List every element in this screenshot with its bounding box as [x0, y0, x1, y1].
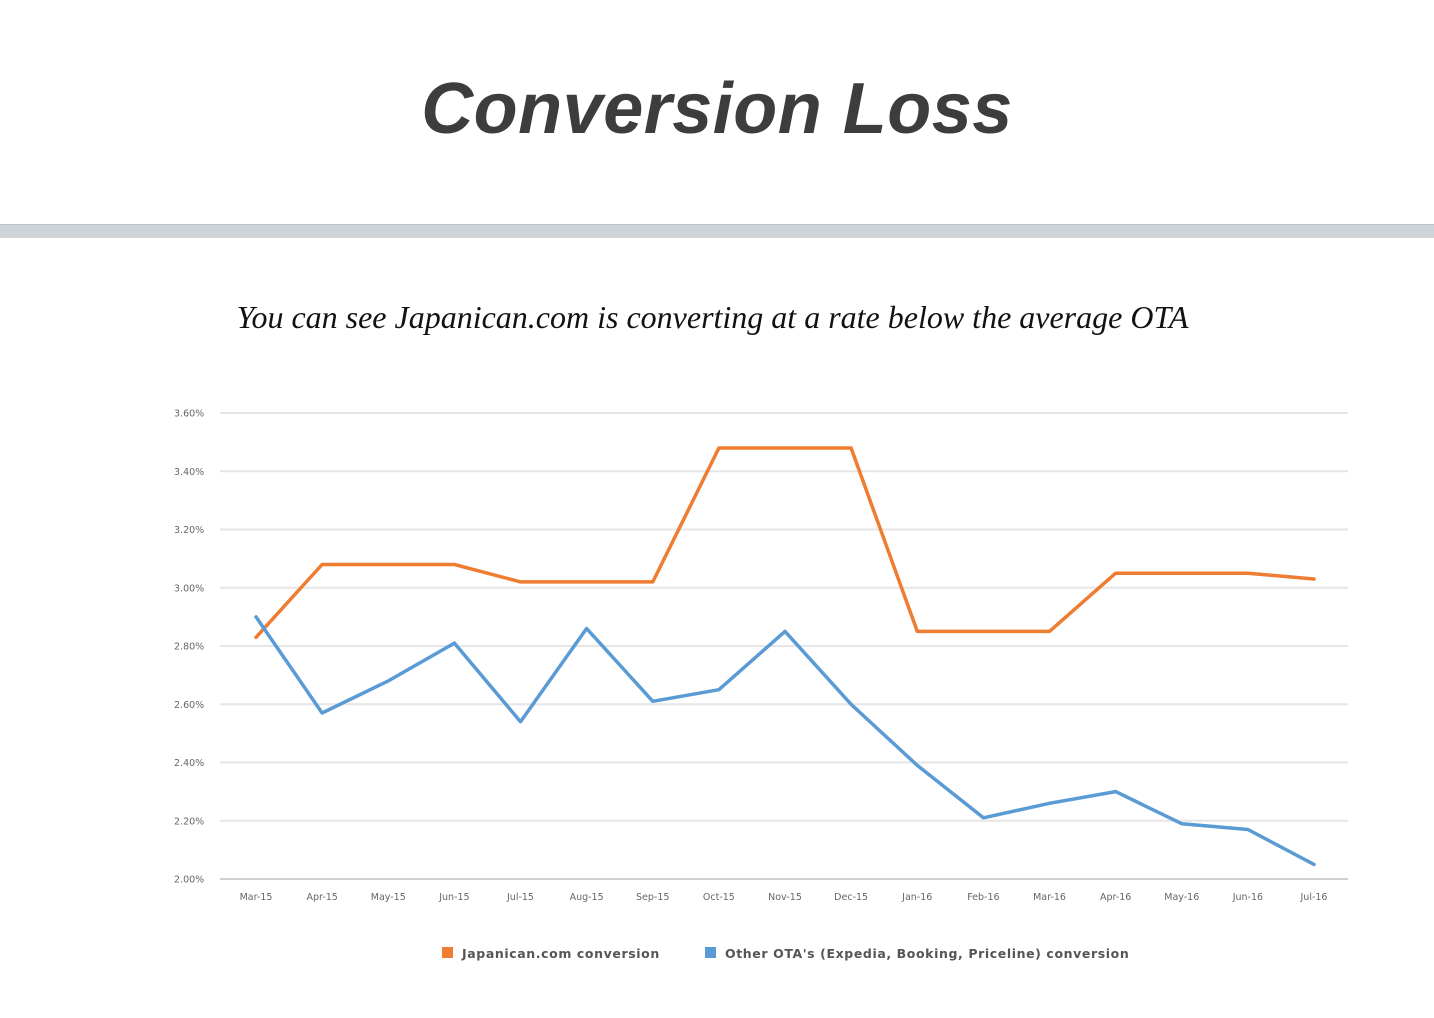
data-point: [254, 615, 258, 619]
y-tick-label: 3.60%: [174, 409, 204, 420]
data-point: [1048, 630, 1051, 633]
data-point: [717, 446, 721, 450]
data-point: [916, 764, 919, 767]
data-point: [519, 580, 522, 584]
series-line-other-ota: [254, 615, 1316, 867]
data-point: [651, 580, 654, 584]
data-point: [916, 630, 919, 633]
data-point: [254, 636, 258, 639]
data-point: [1180, 822, 1183, 825]
x-tick-label: Mar-16: [1033, 892, 1066, 903]
data-point: [1048, 802, 1051, 805]
x-tick-label: Dec-15: [834, 892, 868, 903]
data-point: [320, 711, 324, 715]
x-tick-label: May-15: [371, 892, 406, 903]
data-point: [717, 688, 721, 691]
data-point: [453, 641, 456, 645]
y-tick-label: 3.20%: [174, 525, 204, 536]
data-point: [453, 563, 456, 566]
data-point: [849, 703, 853, 706]
y-tick-label: 2.20%: [174, 816, 204, 827]
x-tick-label: Jan-16: [901, 892, 932, 903]
x-tick-label: Jun-15: [438, 892, 469, 903]
x-tick-label: May-16: [1164, 892, 1199, 903]
slide-title: Conversion Loss: [421, 69, 1013, 149]
x-tick-label: Sep-15: [636, 892, 669, 903]
data-point: [1114, 790, 1117, 793]
series-line-japanican: [254, 446, 1316, 640]
data-point: [783, 446, 787, 450]
legend-label: Japanican.com conversion: [461, 946, 660, 961]
data-point: [1180, 571, 1183, 575]
data-point: [320, 563, 324, 566]
x-tick-label: Nov-15: [768, 892, 802, 903]
grid-lines: [220, 412, 1348, 880]
data-point: [1114, 571, 1117, 575]
data-point: [1246, 571, 1250, 575]
x-tick-label: Apr-15: [306, 892, 337, 903]
data-point: [387, 679, 390, 683]
data-point: [519, 720, 522, 723]
data-point: [585, 627, 588, 630]
x-tick-label: Feb-16: [967, 892, 999, 903]
legend-swatch: [442, 947, 453, 958]
x-tick-label: Aug-15: [570, 892, 604, 903]
slide-subtitle: You can see Japanican.com is converting …: [236, 299, 1189, 335]
data-point: [982, 630, 985, 633]
x-tick-label: Oct-15: [703, 892, 735, 903]
y-tick-label: 2.60%: [174, 700, 204, 711]
y-tick-label: 2.40%: [174, 758, 204, 769]
data-point: [585, 580, 588, 584]
x-axis-tick-labels: Mar-15 Apr-15 May-15 Jun-15 Jul-15 Aug-15 Sep-…: [240, 892, 1328, 903]
data-point: [1246, 828, 1250, 831]
legend-label: Other OTA's (Expedia, Booking, Priceline…: [725, 946, 1129, 961]
data-point: [849, 446, 853, 450]
y-tick-label: 3.40%: [174, 467, 204, 478]
x-tick-label: Apr-16: [1100, 892, 1131, 903]
legend: Japanican.com conversion Other OTA's (Exp…: [442, 946, 1129, 961]
series-lines: [254, 446, 1316, 867]
data-point: [651, 700, 654, 703]
x-tick-label: Jun-16: [1232, 892, 1263, 903]
y-tick-label: 2.80%: [174, 642, 204, 653]
data-point: [982, 816, 985, 820]
data-point: [1312, 577, 1316, 581]
x-tick-label: Jul-16: [1300, 892, 1328, 903]
x-tick-label: Mar-15: [240, 892, 273, 903]
data-point: [1312, 863, 1316, 866]
y-axis-tick-labels: 2.00% 2.20% 2.40% 2.60% 2.80% 3.00% 3.20% 3.40%…: [174, 409, 204, 886]
legend-swatch: [705, 947, 716, 958]
title-divider: [0, 224, 1434, 238]
x-tick-label: Jul-15: [506, 892, 534, 903]
data-point: [387, 563, 390, 566]
y-tick-label: 2.00%: [174, 875, 204, 886]
y-tick-label: 3.00%: [174, 583, 204, 594]
data-point: [783, 630, 787, 633]
